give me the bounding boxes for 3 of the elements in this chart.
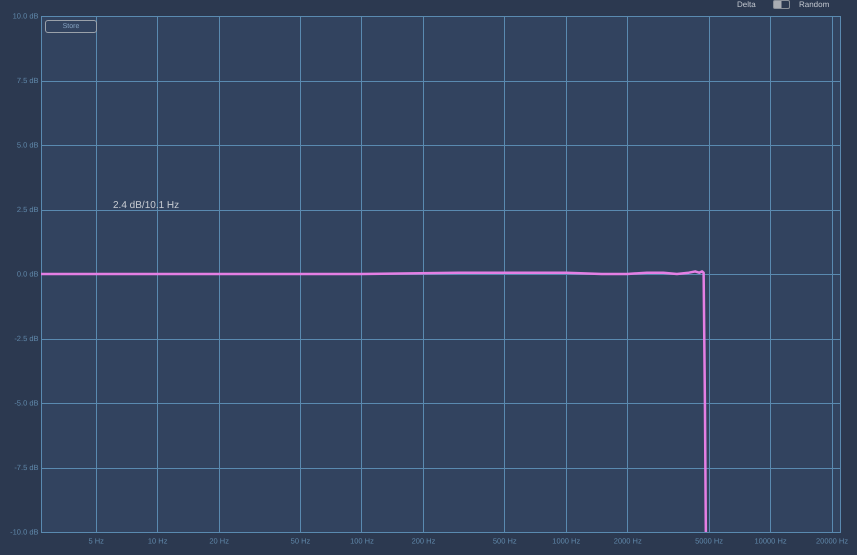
text: Delta: [737, 0, 756, 9]
annotation: 2.4 dB/10.1 Hz: [113, 200, 180, 211]
text: Random: [799, 0, 830, 9]
